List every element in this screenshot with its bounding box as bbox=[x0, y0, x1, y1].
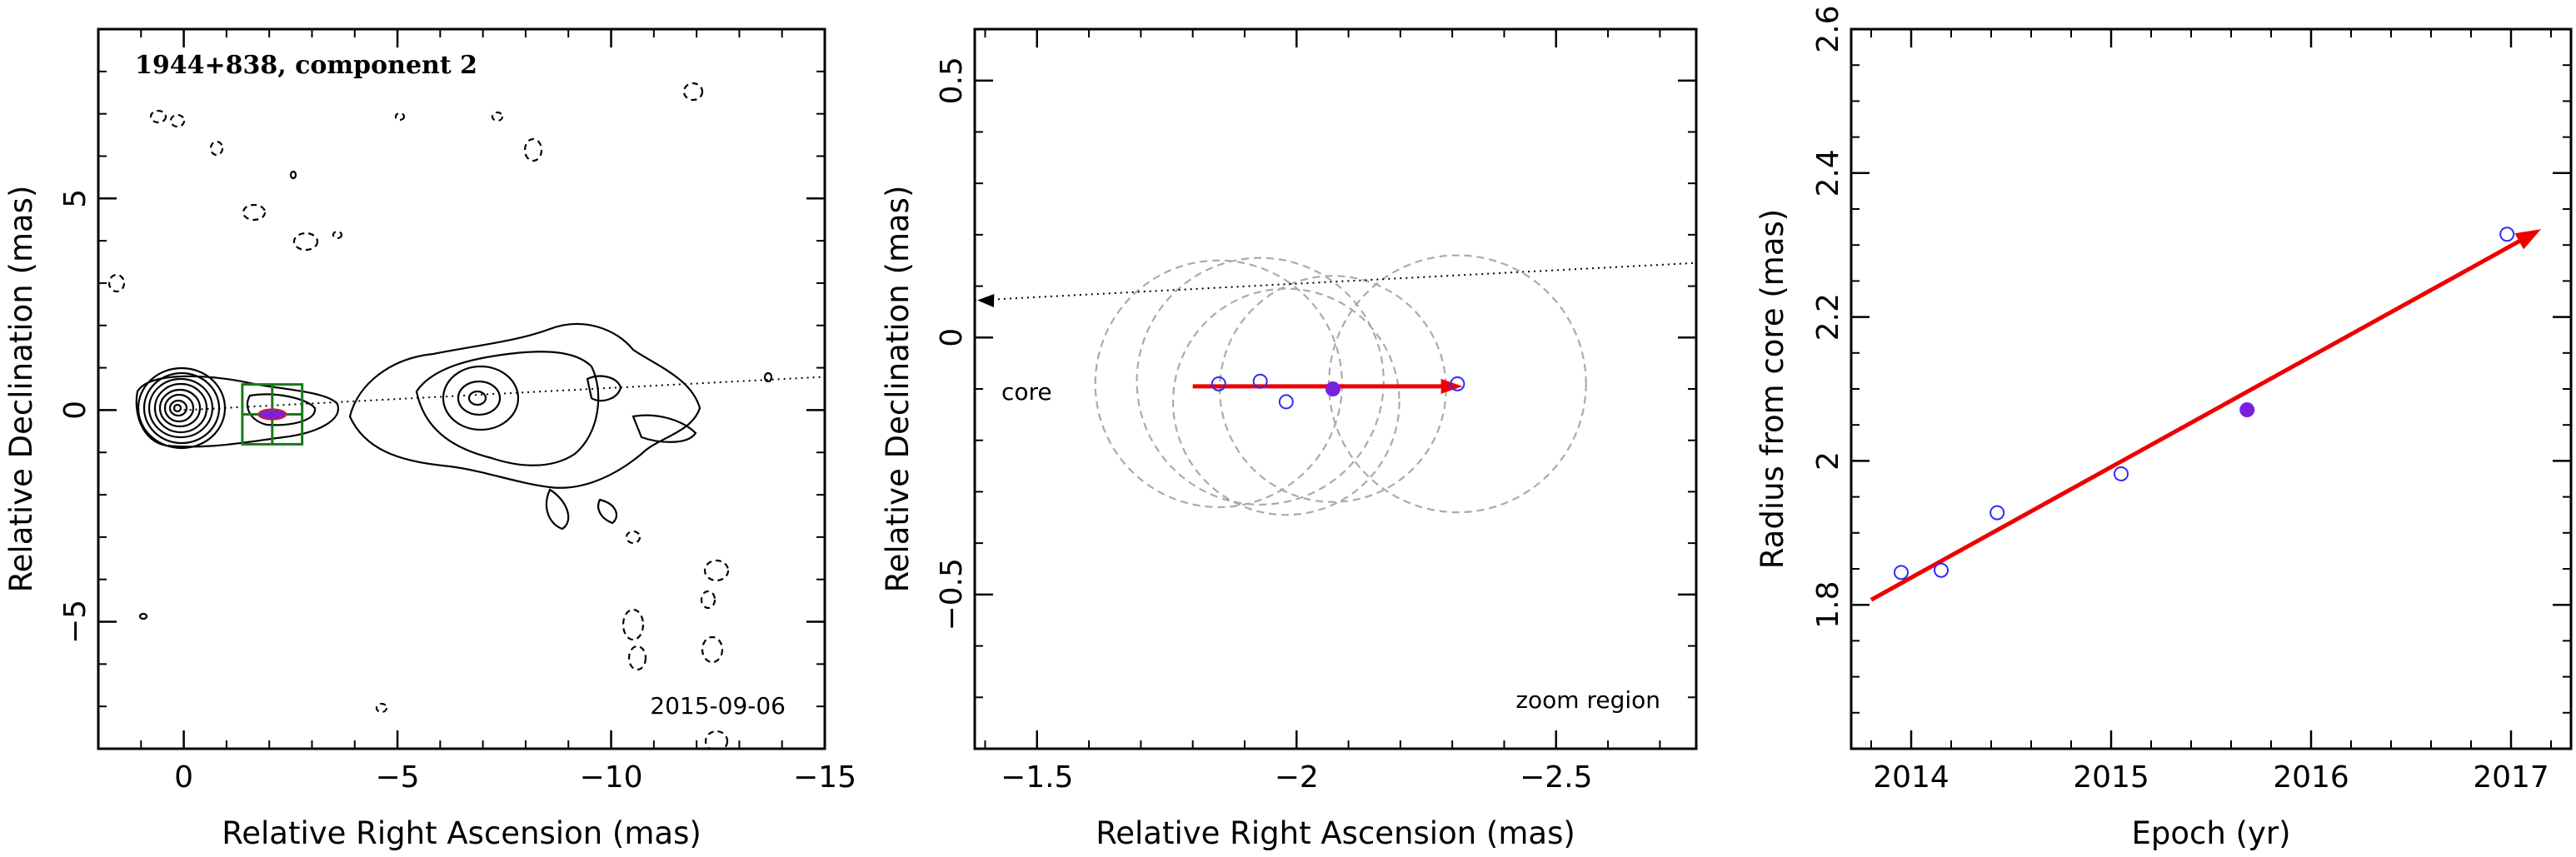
radius-points bbox=[1894, 227, 2515, 580]
axis-ticks: 0 −5 −10 −15 −5 0 5 bbox=[58, 28, 856, 795]
fit-arrowhead bbox=[2514, 229, 2541, 250]
plot-frame bbox=[1850, 27, 2573, 750]
position-marker bbox=[1450, 376, 1465, 391]
component-size-circle bbox=[1171, 287, 1400, 516]
panel-image: 0 −5 −10 −15 −5 0 5 1944+838, component 2 2015… bbox=[3, 27, 856, 851]
y-axis-label: Relative Declination (mas) bbox=[3, 186, 39, 593]
jet-axis-line bbox=[975, 262, 1696, 301]
position-marker bbox=[1211, 376, 1226, 391]
y-axis-label: Radius from core (mas) bbox=[1755, 209, 1790, 569]
jet-contours bbox=[348, 322, 701, 531]
x-axis-label: Relative Right Ascension (mas) bbox=[222, 815, 701, 851]
panel-title: 1944+838, component 2 bbox=[135, 51, 477, 80]
y-tick-label: −0.5 bbox=[935, 558, 969, 630]
epoch-date-label: 2015-09-06 bbox=[650, 692, 786, 720]
y-axis-label: Relative Declination (mas) bbox=[880, 186, 916, 593]
component-size-circle bbox=[1094, 259, 1344, 509]
component-size-circle bbox=[1219, 275, 1447, 503]
core-direction-arrowhead bbox=[977, 293, 995, 307]
y-tick-label: 0 bbox=[935, 328, 969, 347]
component-ellipse bbox=[257, 408, 287, 421]
component-size-circle bbox=[1328, 254, 1587, 514]
x-axis-label: Relative Right Ascension (mas) bbox=[1096, 815, 1575, 851]
component-positions bbox=[1211, 373, 1465, 410]
y-tick-label: 2.4 bbox=[1811, 149, 1845, 197]
fit-arrow bbox=[1870, 236, 2526, 602]
jet-axis-line bbox=[183, 376, 826, 411]
y-tick-label: 1.8 bbox=[1811, 581, 1845, 629]
small-contour bbox=[289, 170, 297, 180]
radius-marker bbox=[1934, 562, 1949, 578]
radius-marker bbox=[1989, 505, 2005, 521]
x-tick-label: −10 bbox=[580, 760, 643, 795]
axis-ticks: −1.5 −2 −2.5 −0.5 0 0.5 bbox=[935, 28, 1696, 795]
x-tick-label: 2015 bbox=[2073, 760, 2149, 795]
negative-contours bbox=[107, 82, 730, 749]
radius-marker bbox=[2114, 466, 2129, 481]
current-epoch-marker bbox=[2239, 402, 2255, 418]
current-epoch-marker bbox=[1325, 381, 1340, 396]
y-tick-label: 2.2 bbox=[1811, 293, 1845, 341]
x-axis-label: Epoch (yr) bbox=[2131, 815, 2290, 851]
radius-marker bbox=[1894, 565, 1909, 580]
small-contour bbox=[138, 612, 148, 620]
x-tick-label: −5 bbox=[376, 760, 420, 795]
axis-ticks: 2014 2015 2016 2017 1.8 2 2.2 2.4 2.6 bbox=[1811, 5, 2571, 795]
panel-radius-epoch: 2014 2015 2016 2017 1.8 2 2.2 2.4 2.6 Epoch (yr)… bbox=[1755, 5, 2573, 851]
y-tick-label: 0.5 bbox=[935, 57, 969, 104]
contour-map bbox=[107, 82, 773, 749]
y-tick-label: 2 bbox=[1811, 451, 1845, 471]
y-tick-label: 0 bbox=[58, 401, 92, 420]
x-tick-label: −15 bbox=[793, 760, 856, 795]
panel-zoom: −1.5 −2 −2.5 −0.5 0 0.5 core zoom region Rela… bbox=[880, 27, 1698, 851]
small-contour bbox=[763, 371, 773, 383]
y-tick-label: 5 bbox=[58, 189, 92, 208]
position-marker bbox=[1278, 394, 1294, 410]
y-tick-label: −5 bbox=[58, 600, 92, 644]
x-tick-label: −1.5 bbox=[1001, 760, 1073, 795]
core-label: core bbox=[1001, 378, 1052, 406]
component-size-circle bbox=[1136, 257, 1385, 506]
zoom-region-label: zoom region bbox=[1515, 686, 1660, 714]
x-tick-label: 0 bbox=[174, 760, 193, 795]
y-tick-label: 2.6 bbox=[1811, 5, 1845, 52]
x-tick-label: 2017 bbox=[2473, 760, 2549, 795]
x-tick-label: −2.5 bbox=[1520, 760, 1592, 795]
x-tick-label: 2016 bbox=[2273, 760, 2349, 795]
position-marker bbox=[1252, 373, 1268, 389]
x-tick-label: −2 bbox=[1275, 760, 1319, 795]
plot-frame bbox=[97, 27, 826, 750]
x-tick-label: 2014 bbox=[1873, 760, 1949, 795]
radius-marker bbox=[2499, 227, 2515, 242]
